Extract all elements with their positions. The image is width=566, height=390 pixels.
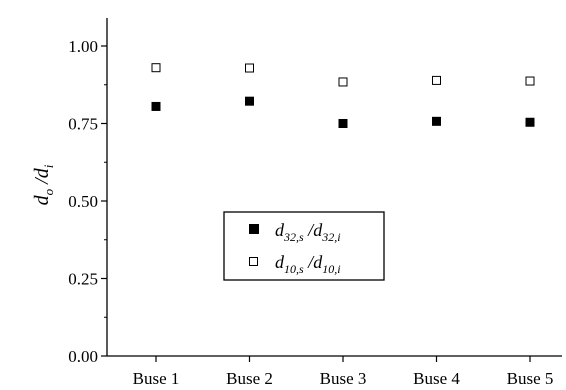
y-tick-label-4: 1.00 [68, 37, 98, 56]
legend-frame [223, 211, 385, 281]
point-series-0-3 [432, 116, 441, 126]
legend-entry-d32-sub1: 32,s [283, 230, 304, 244]
y-axis-label: do /di [31, 164, 56, 205]
point-series-0-4 [525, 117, 535, 127]
y-axis-label-d2: d [31, 167, 53, 178]
legend-entry-d10: d10,s /d10,i [275, 252, 341, 276]
legend-entry-d10-d2: d [313, 252, 323, 272]
x-tick-label-3: Buse 4 [413, 369, 460, 388]
y-tick-label-0: 0.00 [68, 347, 98, 366]
point-series-0-2 [338, 119, 348, 128]
y-axis-label-d: d [31, 194, 53, 205]
legend-entry-d32: d32,s /d32,i [275, 220, 341, 244]
point-series-0-0 [151, 101, 161, 111]
point-series-1-0 [151, 63, 161, 73]
legend-entry-d10-sep: / [304, 252, 316, 272]
y-axis-label-sep: / [31, 176, 53, 189]
point-series-1-3 [432, 75, 441, 85]
legend-entry-d10-sub2: 10,i [322, 262, 340, 276]
legend-entry-d32-sub2: 32,i [321, 230, 340, 244]
x-tick-label-0: Buse 1 [133, 369, 180, 388]
legend-entry-d32-d: d [275, 220, 285, 240]
x-tick-label-4: Buse 5 [507, 369, 554, 388]
legend-marker-open-square [249, 257, 258, 266]
legend-marker-filled-square [249, 224, 259, 234]
y-axis-label-sub-o: o [41, 188, 56, 195]
legend-entry-d10-sub1: 10,s [284, 262, 304, 276]
x-tick-label-1: Buse 2 [226, 369, 273, 388]
y-tick-label-3: 0.75 [68, 115, 98, 134]
y-tick-label-2: 0.50 [68, 192, 98, 211]
x-tick-label-2: Buse 3 [320, 369, 367, 388]
legend-entry-d32-d2: d [313, 220, 323, 240]
legend: d32,s /d32,i d10,s /d10,i [223, 211, 385, 281]
y-axis-label-sub-i: i [41, 164, 56, 168]
y-tick-label-1: 0.25 [68, 270, 98, 289]
legend-entry-d10-d: d [275, 252, 285, 272]
point-series-0-1 [245, 96, 254, 106]
point-series-1-4 [525, 76, 535, 86]
point-series-1-2 [338, 77, 348, 87]
legend-entry-d32-sep: / [304, 220, 316, 240]
point-series-1-1 [245, 63, 254, 73]
